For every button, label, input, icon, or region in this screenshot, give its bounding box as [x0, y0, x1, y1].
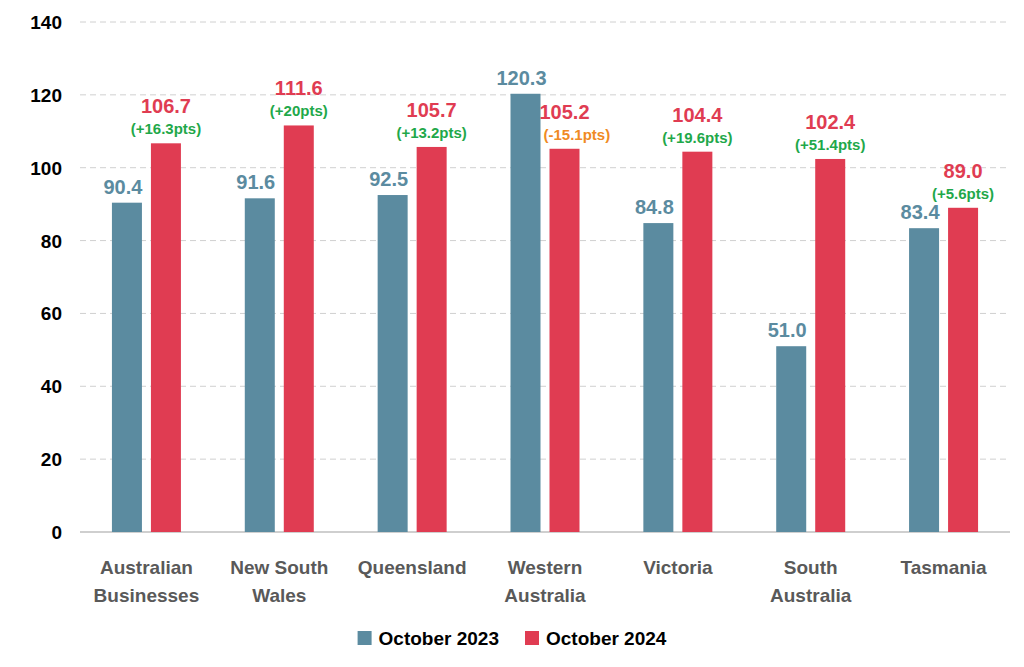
bar [417, 147, 447, 532]
labels: 90.4 91.6 92.5 120.3 84.8 51.0 83.4 106.7 111.6 1… [103, 67, 994, 341]
legend: October 2023 October 2024 [358, 628, 667, 649]
bar [948, 208, 978, 532]
data-label: 106.7 [141, 95, 191, 117]
data-label: 120.3 [496, 67, 546, 89]
bar [643, 223, 673, 532]
grid-line [80, 386, 1010, 387]
bar [378, 195, 408, 532]
data-label: 105.7 [407, 99, 457, 121]
grid-line [80, 459, 1010, 460]
annotation: (+16.3pts) [131, 120, 201, 137]
x-tick-label: New SouthWales [230, 557, 328, 606]
bar [112, 203, 142, 532]
legend-label: October 2023 [379, 628, 499, 649]
y-tick-label: 20 [41, 449, 62, 470]
y-tick-label: 120 [30, 85, 62, 106]
data-label: 105.2 [539, 101, 589, 123]
x-tick-label: Tasmania [900, 557, 987, 578]
x-tick-label: WesternAustralia [504, 557, 586, 606]
legend-swatch [525, 631, 539, 645]
x-tick-label: Queensland [358, 557, 467, 578]
y-tick-label: 80 [41, 231, 62, 252]
data-label: 89.0 [944, 160, 983, 182]
annotation: (+5.6pts) [932, 185, 994, 202]
bar [245, 198, 275, 532]
y-tick-label: 0 [51, 522, 62, 543]
bar [550, 149, 580, 532]
grid [80, 22, 1010, 459]
annotation: (+20pts) [270, 102, 328, 119]
legend-swatch [358, 631, 372, 645]
data-label: 91.6 [236, 171, 275, 193]
bar [815, 159, 845, 532]
x-tick-label: AustralianBusinesses [94, 557, 200, 606]
data-label: 111.6 [275, 77, 323, 99]
bar [682, 152, 712, 532]
x-tick-label: SouthAustralia [770, 557, 852, 606]
y-tick-label: 40 [41, 376, 62, 397]
data-label: 92.5 [369, 168, 408, 190]
y-tick-label: 60 [41, 303, 62, 324]
grid-line [80, 313, 1010, 314]
grid-line [80, 22, 1010, 23]
data-label: 104.4 [672, 104, 723, 126]
bar [909, 228, 939, 532]
chart: 0 20 40 60 80 100 120 140 90.4 91.6 92.5 120.3 84.8 5… [0, 0, 1024, 667]
data-label: 83.4 [901, 201, 941, 223]
data-label: 51.0 [768, 319, 807, 341]
legend-label: October 2024 [546, 628, 667, 649]
annotation: (+51.4pts) [795, 136, 865, 153]
data-label: 102.4 [805, 111, 856, 133]
data-label: 84.8 [635, 196, 674, 218]
x-tick-label: Victoria [643, 557, 713, 578]
y-tick-label: 100 [30, 158, 62, 179]
axis-line [80, 531, 1010, 533]
y-tick-label: 140 [30, 12, 62, 33]
grid-line [80, 167, 1010, 168]
bar [776, 346, 806, 532]
annotation: (+13.2pts) [396, 124, 466, 141]
grid-line [80, 94, 1010, 95]
data-label: 90.4 [103, 176, 143, 198]
annotation: (+19.6pts) [662, 129, 732, 146]
grid-line [80, 240, 1010, 241]
bars [112, 94, 978, 532]
bar [511, 94, 541, 532]
annotation: (-15.1pts) [544, 126, 611, 143]
bar [151, 143, 181, 532]
bar [284, 125, 314, 532]
